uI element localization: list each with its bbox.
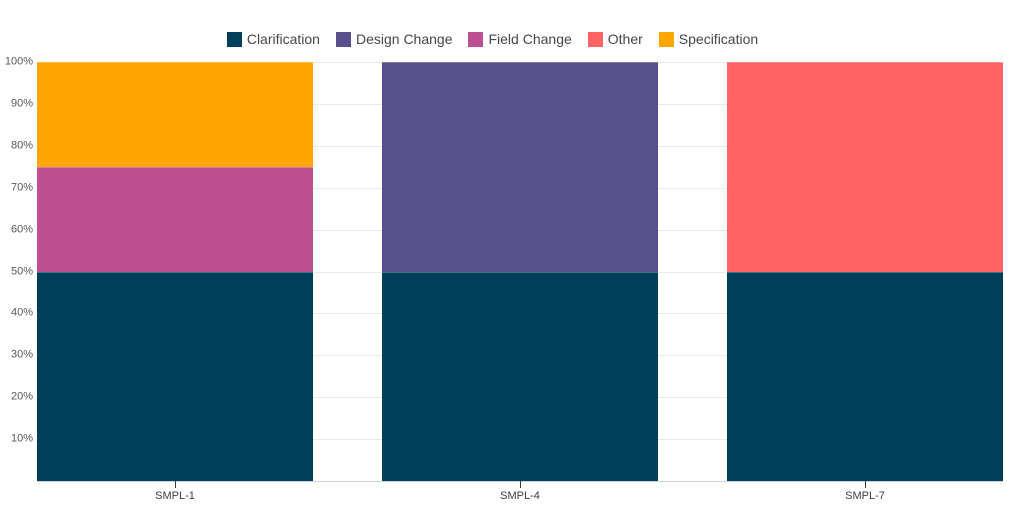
legend-swatch-field-change-icon [468, 31, 484, 47]
y-axis-label: 30% [10, 348, 33, 361]
bar-segment-specification [37, 62, 313, 167]
x-axis-label-smpl-1: SMPL-1 [155, 490, 195, 502]
legend-item-clarification[interactable]: Clarification [226, 31, 320, 47]
legend-swatch-clarification-icon [226, 31, 242, 47]
y-axis-label: 40% [10, 306, 33, 319]
y-axis-label: 70% [10, 181, 33, 194]
legend-label: Design Change [355, 31, 453, 47]
y-axis-label: 50% [10, 265, 33, 277]
y-axis-label: 20% [10, 390, 33, 403]
x-axis-tick [174, 481, 176, 488]
x-axis-tick [865, 481, 866, 488]
y-axis-label: 10% [10, 432, 33, 445]
legend-label: Specification [678, 31, 759, 47]
plot-area: SMPL-1 SMPL-4 SMPL-7 [37, 62, 1003, 502]
bar-smpl-1 [37, 62, 313, 481]
legend-item-specification[interactable]: Specification [658, 31, 759, 47]
y-axis-label: 100% [4, 55, 33, 68]
legend-label: Clarification [246, 31, 320, 47]
y-axis-label: 80% [10, 139, 33, 152]
bar-segment-field-change [37, 166, 313, 272]
x-axis-label-smpl-7: SMPL-7 [845, 490, 885, 502]
legend-swatch-design-change-icon [335, 31, 351, 47]
bar-segment-clarification [727, 271, 1003, 481]
bar-segment-clarification [382, 271, 658, 481]
bar-segment-design-change [382, 62, 658, 272]
bar-segment-other [727, 62, 1003, 272]
legend-label: Other [607, 31, 643, 47]
legend-item-other[interactable]: Other [587, 31, 643, 47]
y-axis: 10% 20% 30% 40% 50% 60% 70% 80% 90% 100% [0, 56, 33, 481]
legend-label: Field Change [488, 31, 572, 47]
bar-smpl-7 [727, 62, 1003, 481]
bar-smpl-4 [382, 62, 658, 481]
legend-swatch-specification-icon [658, 31, 674, 47]
chart-legend: Clarification Design Change Field Change Ot… [0, 31, 985, 47]
x-axis-label-smpl-4: SMPL-4 [500, 490, 540, 502]
y-axis-label: 60% [10, 223, 33, 236]
legend-item-field-change[interactable]: Field Change [468, 31, 572, 47]
bar-segment-clarification [37, 271, 313, 481]
legend-swatch-other-icon [587, 31, 603, 47]
x-axis-tick [520, 481, 521, 488]
y-axis-label: 90% [10, 97, 33, 110]
legend-item-design-change[interactable]: Design Change [335, 31, 453, 47]
